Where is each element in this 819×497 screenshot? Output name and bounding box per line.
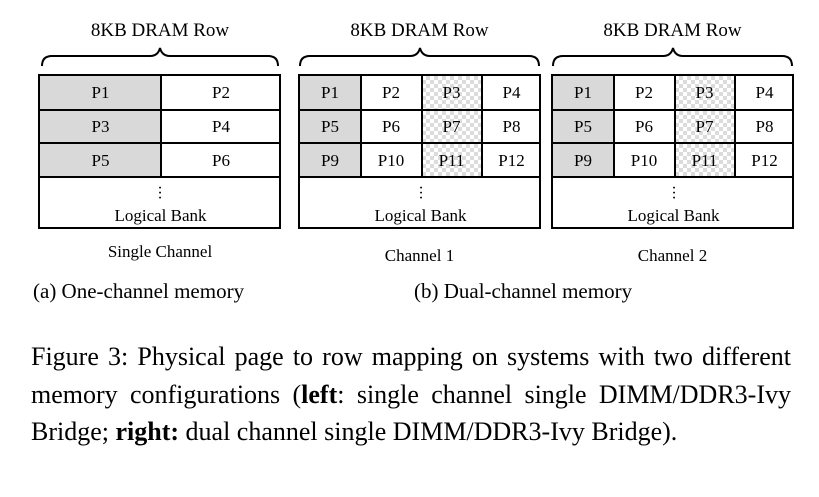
ch1-cell-p11: P11 <box>422 144 481 177</box>
ch2-cell-p5: P5 <box>553 111 613 143</box>
ch2-cell-p12: P12 <box>751 150 778 170</box>
grid-line <box>553 176 794 178</box>
grid-line <box>734 76 736 177</box>
panel-a-row-label: 8KB DRAM Row <box>90 20 230 41</box>
channel2-row-label: 8KB DRAM Row <box>603 20 742 41</box>
caption-left-bold: left <box>301 379 338 409</box>
grid-line <box>160 76 162 177</box>
grid-line <box>421 76 423 177</box>
ellipsis: · · · <box>418 180 424 207</box>
panel-a-cell-p2: P2 <box>212 83 230 102</box>
ch1-cell-p5: P5 <box>300 111 360 143</box>
grid-line <box>481 76 483 177</box>
ch2-cell-p1: P1 <box>553 76 613 110</box>
channel2-label: Channel 2 <box>637 246 708 265</box>
panel-a-bank-label: Logical Bank <box>114 206 207 225</box>
panel-a-channel-label: Single Channel <box>107 242 213 261</box>
ch2-cell-p10: P10 <box>630 150 658 170</box>
grid-line <box>300 176 541 178</box>
channel2-bank: P1 P2 P3 P4 P5 P6 P7 P8 P9 P10 P11 P12 ·… <box>551 74 794 229</box>
ch2-cell-p7: P7 <box>675 111 734 143</box>
ch2-cell-p9: P9 <box>553 144 613 177</box>
caption-right-bold: right: <box>115 417 180 446</box>
ch1-cell-p8: P8 <box>502 117 521 136</box>
caption-text: Figure 3: Physical page to row mapping o… <box>31 342 791 409</box>
ch1-cell-p10: P10 <box>377 150 405 170</box>
panel-a-cell-p4: P4 <box>212 117 230 136</box>
ch1-cell-p3: P3 <box>422 76 481 110</box>
ch2-cell-p11: P11 <box>675 144 734 177</box>
subcaption-b: (b) Dual-channel memory <box>414 279 633 303</box>
ellipsis: · · · <box>157 180 163 207</box>
ch2-cell-p2: P2 <box>635 83 653 102</box>
panel-a-cell-p6: P6 <box>212 150 230 170</box>
ch1-cell-p6: P6 <box>382 117 400 136</box>
grid-line <box>300 142 541 144</box>
panel-a-brace <box>41 47 279 67</box>
ch1-cell-p9: P9 <box>300 144 360 177</box>
panel-a-cell-p3: P3 <box>40 111 161 143</box>
grid-line <box>553 142 794 144</box>
ch1-cell-p2: P2 <box>382 83 400 102</box>
panel-a-bank: P1 P2 P3 P4 P5 P6 · · · Logical Bank <box>38 74 281 229</box>
channel2-brace <box>552 47 793 67</box>
ch2-cell-p8: P8 <box>755 117 774 136</box>
grid-line <box>300 109 541 111</box>
grid-line <box>674 76 676 177</box>
channel1-label: Channel 1 <box>384 246 455 265</box>
ch2-cell-p6: P6 <box>635 117 653 136</box>
panel-a-cell-p5: P5 <box>40 144 161 177</box>
ch1-cell-p12: P12 <box>498 150 525 170</box>
ch1-cell-p4: P4 <box>502 83 521 102</box>
channel1-brace <box>299 47 540 67</box>
subcaption-a: (a) One-channel memory <box>33 279 245 303</box>
figure-caption: Figure 3: Physical page to row mapping o… <box>31 338 791 451</box>
caption-text: dual channel single DIMM/DDR3-Ivy Bridge… <box>179 417 678 446</box>
ch1-cell-p7: P7 <box>422 111 481 143</box>
channel1-bank: P1 P2 P3 P4 P5 P6 P7 P8 P9 P10 P11 P12 ·… <box>298 74 541 229</box>
panel-a-cell-p1: P1 <box>40 76 161 110</box>
ch2-cell-p3: P3 <box>675 76 734 110</box>
grid-line <box>360 76 362 177</box>
channel1-row-label: 8KB DRAM Row <box>350 20 489 41</box>
channel1-bank-label: Logical Bank <box>374 206 467 225</box>
ellipsis: · · · <box>671 180 677 207</box>
grid-line <box>613 76 615 177</box>
grid-line <box>553 109 794 111</box>
grid-line <box>40 176 281 178</box>
ch1-cell-p1: P1 <box>300 76 360 110</box>
caption-text: : single channel single DIMM/DDR3-Ivy Br… <box>31 379 791 447</box>
channel2-bank-label: Logical Bank <box>627 206 720 225</box>
ch2-cell-p4: P4 <box>755 83 774 102</box>
